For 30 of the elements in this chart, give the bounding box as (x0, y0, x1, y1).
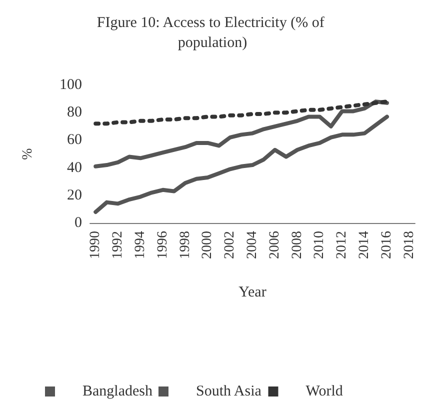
x-tick-label: 2004 (245, 231, 260, 259)
legend-label: South Asia (196, 384, 262, 400)
x-tick-label: 1990 (88, 231, 104, 259)
y-tick-label: 100 (60, 77, 82, 93)
legend-label: Bangladesh (82, 384, 153, 400)
x-tick-label: 2002 (222, 231, 238, 259)
chart-title: FIgure 10: Access to Electricity (% of population) (96, 15, 328, 51)
line-series (94, 100, 389, 168)
x-tick-label: 2000 (200, 231, 216, 259)
x-tick-label: 1994 (132, 231, 148, 259)
x-tick-label: 2014 (357, 231, 372, 259)
x-tick-label: 2016 (379, 231, 394, 259)
line-series (94, 100, 389, 126)
x-tick-label: 1998 (178, 231, 193, 259)
x-tick-label: 2008 (290, 231, 305, 259)
y-tick-label: 60 (67, 132, 82, 148)
x-tick-label: 2006 (267, 231, 282, 259)
y-axis-title: % (20, 148, 36, 160)
x-axis-title: Year (238, 284, 266, 300)
y-tick-label: 80 (67, 104, 82, 121)
y-tick-label: 40 (67, 160, 82, 176)
y-tick-label: 0 (74, 215, 82, 231)
x-tick-label: 2010 (312, 231, 328, 259)
x-tick-label: 2012 (334, 231, 350, 259)
x-tick-label: 2018 (402, 231, 417, 259)
x-tick-label: 1996 (155, 231, 170, 259)
x-tick-label: 1992 (110, 231, 126, 259)
legend-label: World (306, 384, 344, 400)
y-tick-label: 20 (67, 187, 82, 204)
line-series (94, 114, 389, 214)
